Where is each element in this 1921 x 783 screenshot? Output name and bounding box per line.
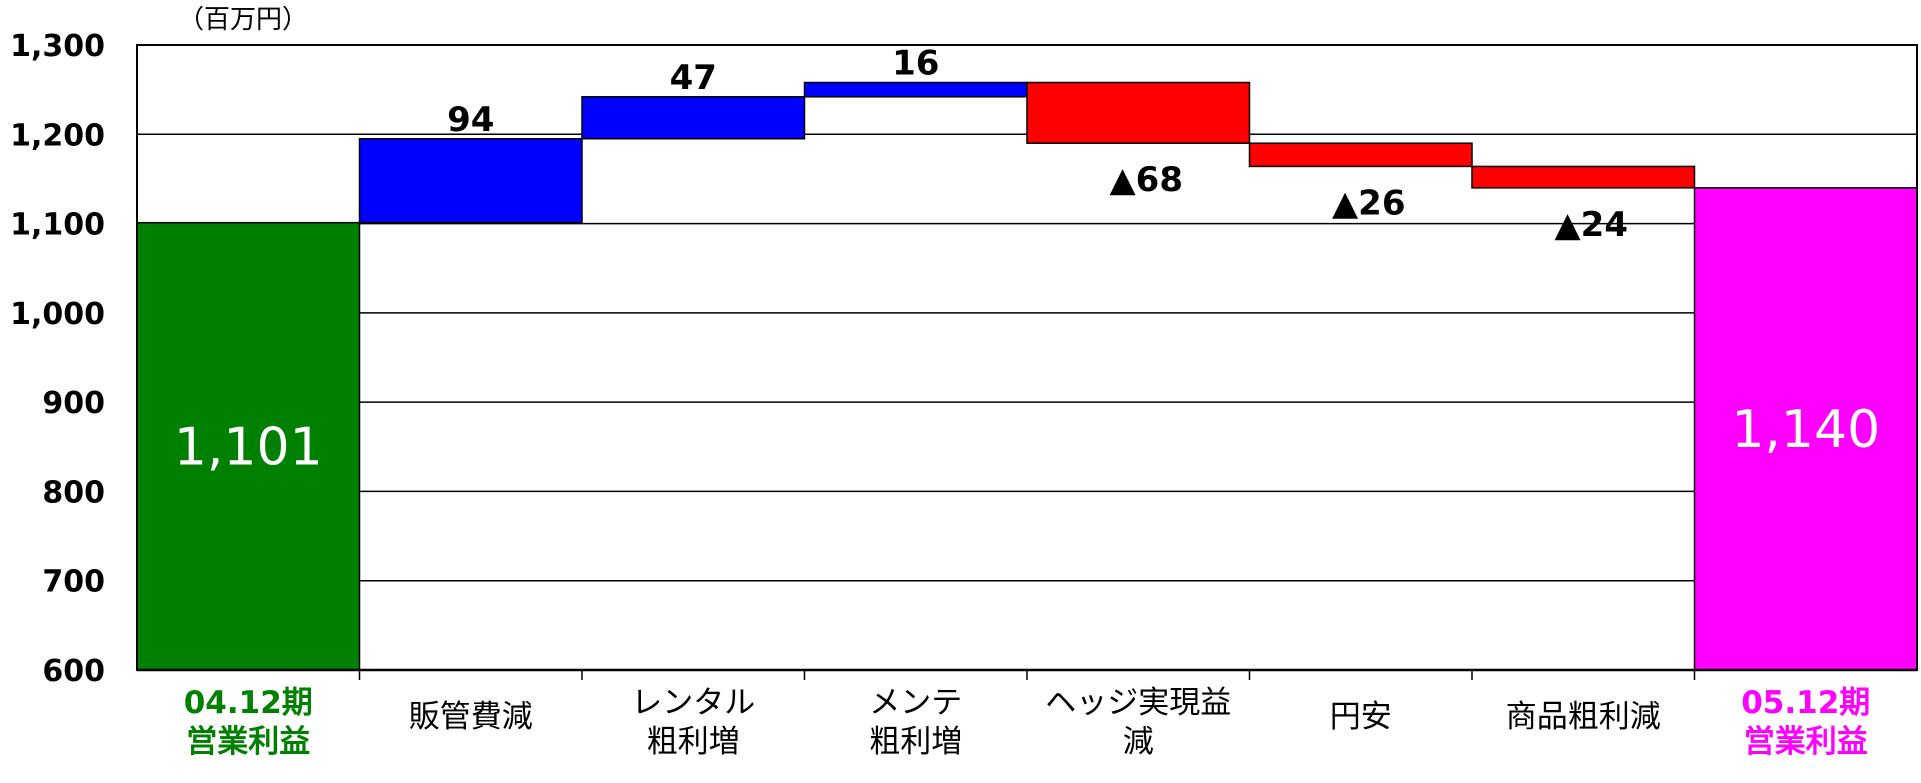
bars	[136, 81, 1918, 671]
bar-value-label: 1,101	[174, 417, 323, 477]
bar-labels: 1,101 94 47 16 ▲68 ▲26 ▲24 1,140	[174, 44, 1880, 478]
bar-value-label: ▲24	[1555, 205, 1628, 245]
bar-increase	[803, 81, 1028, 98]
bar-value-label: ▲68	[1110, 160, 1183, 200]
unit-label: （百万円）	[178, 5, 308, 35]
y-tick-label: 600	[42, 654, 105, 689]
bar-value-label: 16	[892, 44, 939, 84]
category-label: 営業利益	[186, 724, 310, 760]
category-label: 04.12期	[184, 685, 313, 721]
category-label: 営業利益	[1744, 724, 1868, 760]
category-label: レンタル	[631, 685, 755, 721]
category-label: 販管費減	[409, 699, 533, 735]
bar-total	[136, 221, 361, 671]
category-label: メンテ	[869, 685, 962, 721]
bar-increase	[358, 138, 583, 224]
bar-decrease	[1471, 165, 1696, 189]
y-tick-label: 1,300	[10, 29, 105, 64]
bar-value-label: 1,140	[1731, 400, 1880, 460]
bar-value-label: 47	[670, 58, 717, 98]
category-label: 円安	[1330, 699, 1392, 735]
y-tick-label: 700	[42, 565, 105, 600]
bar-decrease	[1026, 81, 1251, 144]
bar-value-label: 94	[447, 100, 494, 140]
plot-frame	[136, 44, 1918, 680]
category-label: ヘッジ実現益	[1045, 685, 1231, 721]
bar-increase	[581, 96, 806, 140]
category-label: 粗利増	[647, 724, 740, 760]
y-tick-label: 1,000	[10, 297, 105, 332]
y-tick-label: 1,100	[10, 208, 105, 243]
category-label: 商品粗利減	[1506, 699, 1661, 735]
category-label: 粗利増	[869, 724, 962, 760]
bar-value-label: ▲26	[1332, 183, 1405, 223]
category-label: 05.12期	[1741, 685, 1870, 721]
y-tick-label: 1,200	[10, 118, 105, 153]
y-axis-ticks: 600 700 800 900 1,000 1,100 1,200 1,300	[10, 29, 105, 689]
bar-decrease	[1248, 142, 1473, 168]
y-tick-label: 900	[42, 386, 105, 421]
category-label: 減	[1123, 724, 1154, 760]
y-tick-label: 800	[42, 475, 105, 510]
